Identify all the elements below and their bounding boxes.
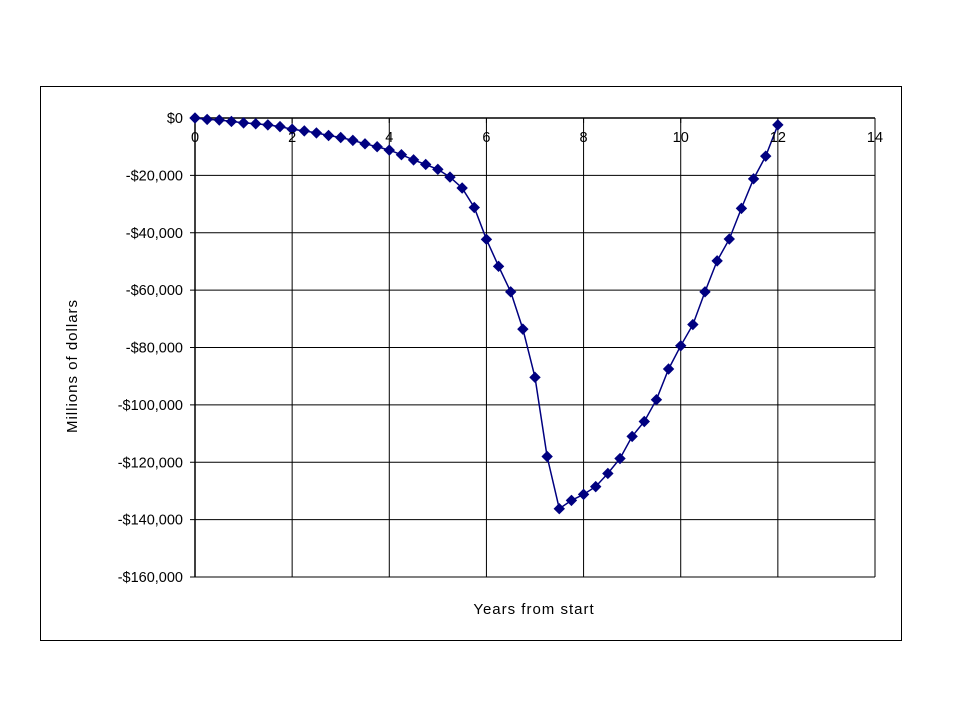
- y-tick-label: -$100,000: [118, 398, 183, 414]
- data-point-marker: [505, 286, 517, 298]
- data-point-marker: [250, 118, 262, 130]
- data-point-marker: [371, 140, 383, 153]
- data-point-marker: [322, 129, 335, 142]
- data-point-marker: [432, 163, 444, 176]
- x-tick-label: 6: [482, 130, 490, 146]
- data-point-marker: [286, 123, 298, 135]
- data-point-marker: [577, 488, 590, 501]
- x-tick-label: 4: [385, 130, 393, 146]
- data-point-marker: [237, 117, 250, 129]
- tick-labels: $0 -$20,000 -$40,000 -$60,000 -$80,000 -$100,…: [118, 111, 883, 586]
- data-point-marker: [565, 494, 578, 507]
- x-axis-title: Years from start: [473, 601, 594, 618]
- data-point-marker: [650, 394, 663, 406]
- x-tick-label: 8: [580, 130, 588, 146]
- data-point-marker: [225, 115, 238, 128]
- x-tick-label: 10: [673, 130, 689, 146]
- data-point-marker: [383, 144, 395, 156]
- data-point-marker: [735, 202, 748, 215]
- data-point-marker: [760, 150, 772, 162]
- y-tick-label: -$160,000: [118, 570, 183, 586]
- data-point-marker: [662, 363, 675, 375]
- data-point-marker: [492, 260, 505, 273]
- y-tick-label: -$40,000: [126, 226, 183, 242]
- data-point-marker: [420, 158, 432, 171]
- series-layer: [189, 112, 784, 515]
- y-tick-label: -$60,000: [126, 283, 183, 299]
- data-point-marker: [626, 430, 638, 443]
- data-point-marker: [395, 149, 408, 161]
- y-axis-title: Millions of dollars: [64, 299, 81, 433]
- data-point-marker: [189, 112, 201, 124]
- data-point-marker: [602, 467, 614, 480]
- data-point-marker: [675, 340, 687, 352]
- y-tick-label: -$80,000: [126, 341, 183, 357]
- chart-frame: $0 -$20,000 -$40,000 -$60,000 -$80,000 -$100,…: [40, 86, 902, 641]
- data-point-marker: [310, 127, 323, 139]
- x-tick-label: 14: [867, 130, 883, 146]
- data-point-marker: [468, 201, 480, 214]
- x-tick-label: 12: [770, 130, 786, 146]
- data-point-marker: [723, 233, 735, 245]
- data-point-marker: [517, 323, 529, 335]
- data-point-marker: [614, 452, 626, 465]
- data-point-marker: [553, 503, 565, 515]
- data-point-marker: [298, 125, 310, 137]
- data-point-marker: [456, 182, 468, 194]
- y-tick-label: -$140,000: [118, 513, 183, 529]
- data-point-marker: [687, 318, 699, 331]
- y-tick-label: $0: [167, 111, 183, 127]
- x-tick-label: 2: [288, 130, 296, 146]
- data-point-marker: [590, 480, 602, 493]
- data-point-marker: [638, 415, 650, 428]
- data-point-marker: [407, 154, 420, 166]
- data-point-marker: [274, 120, 286, 133]
- data-point-marker: [529, 371, 541, 384]
- data-point-marker: [541, 450, 553, 463]
- data-point-marker: [699, 286, 711, 298]
- data-point-marker: [359, 138, 371, 150]
- data-point-marker: [262, 119, 274, 131]
- y-tick-label: -$20,000: [126, 168, 183, 184]
- grid-lines: [190, 117, 876, 578]
- data-point-marker: [213, 114, 225, 126]
- chart-svg: $0 -$20,000 -$40,000 -$60,000 -$80,000 -$100,…: [64, 111, 883, 618]
- x-tick-label: 0: [191, 130, 199, 146]
- data-point-marker: [347, 134, 359, 147]
- data-point-marker: [444, 171, 456, 183]
- y-tick-label: -$120,000: [118, 455, 183, 471]
- data-point-marker: [711, 255, 723, 267]
- data-point-marker: [747, 173, 760, 185]
- data-point-marker: [335, 131, 347, 144]
- data-point-marker: [480, 233, 493, 246]
- data-point-marker: [201, 113, 213, 126]
- data-point-marker: [772, 119, 784, 131]
